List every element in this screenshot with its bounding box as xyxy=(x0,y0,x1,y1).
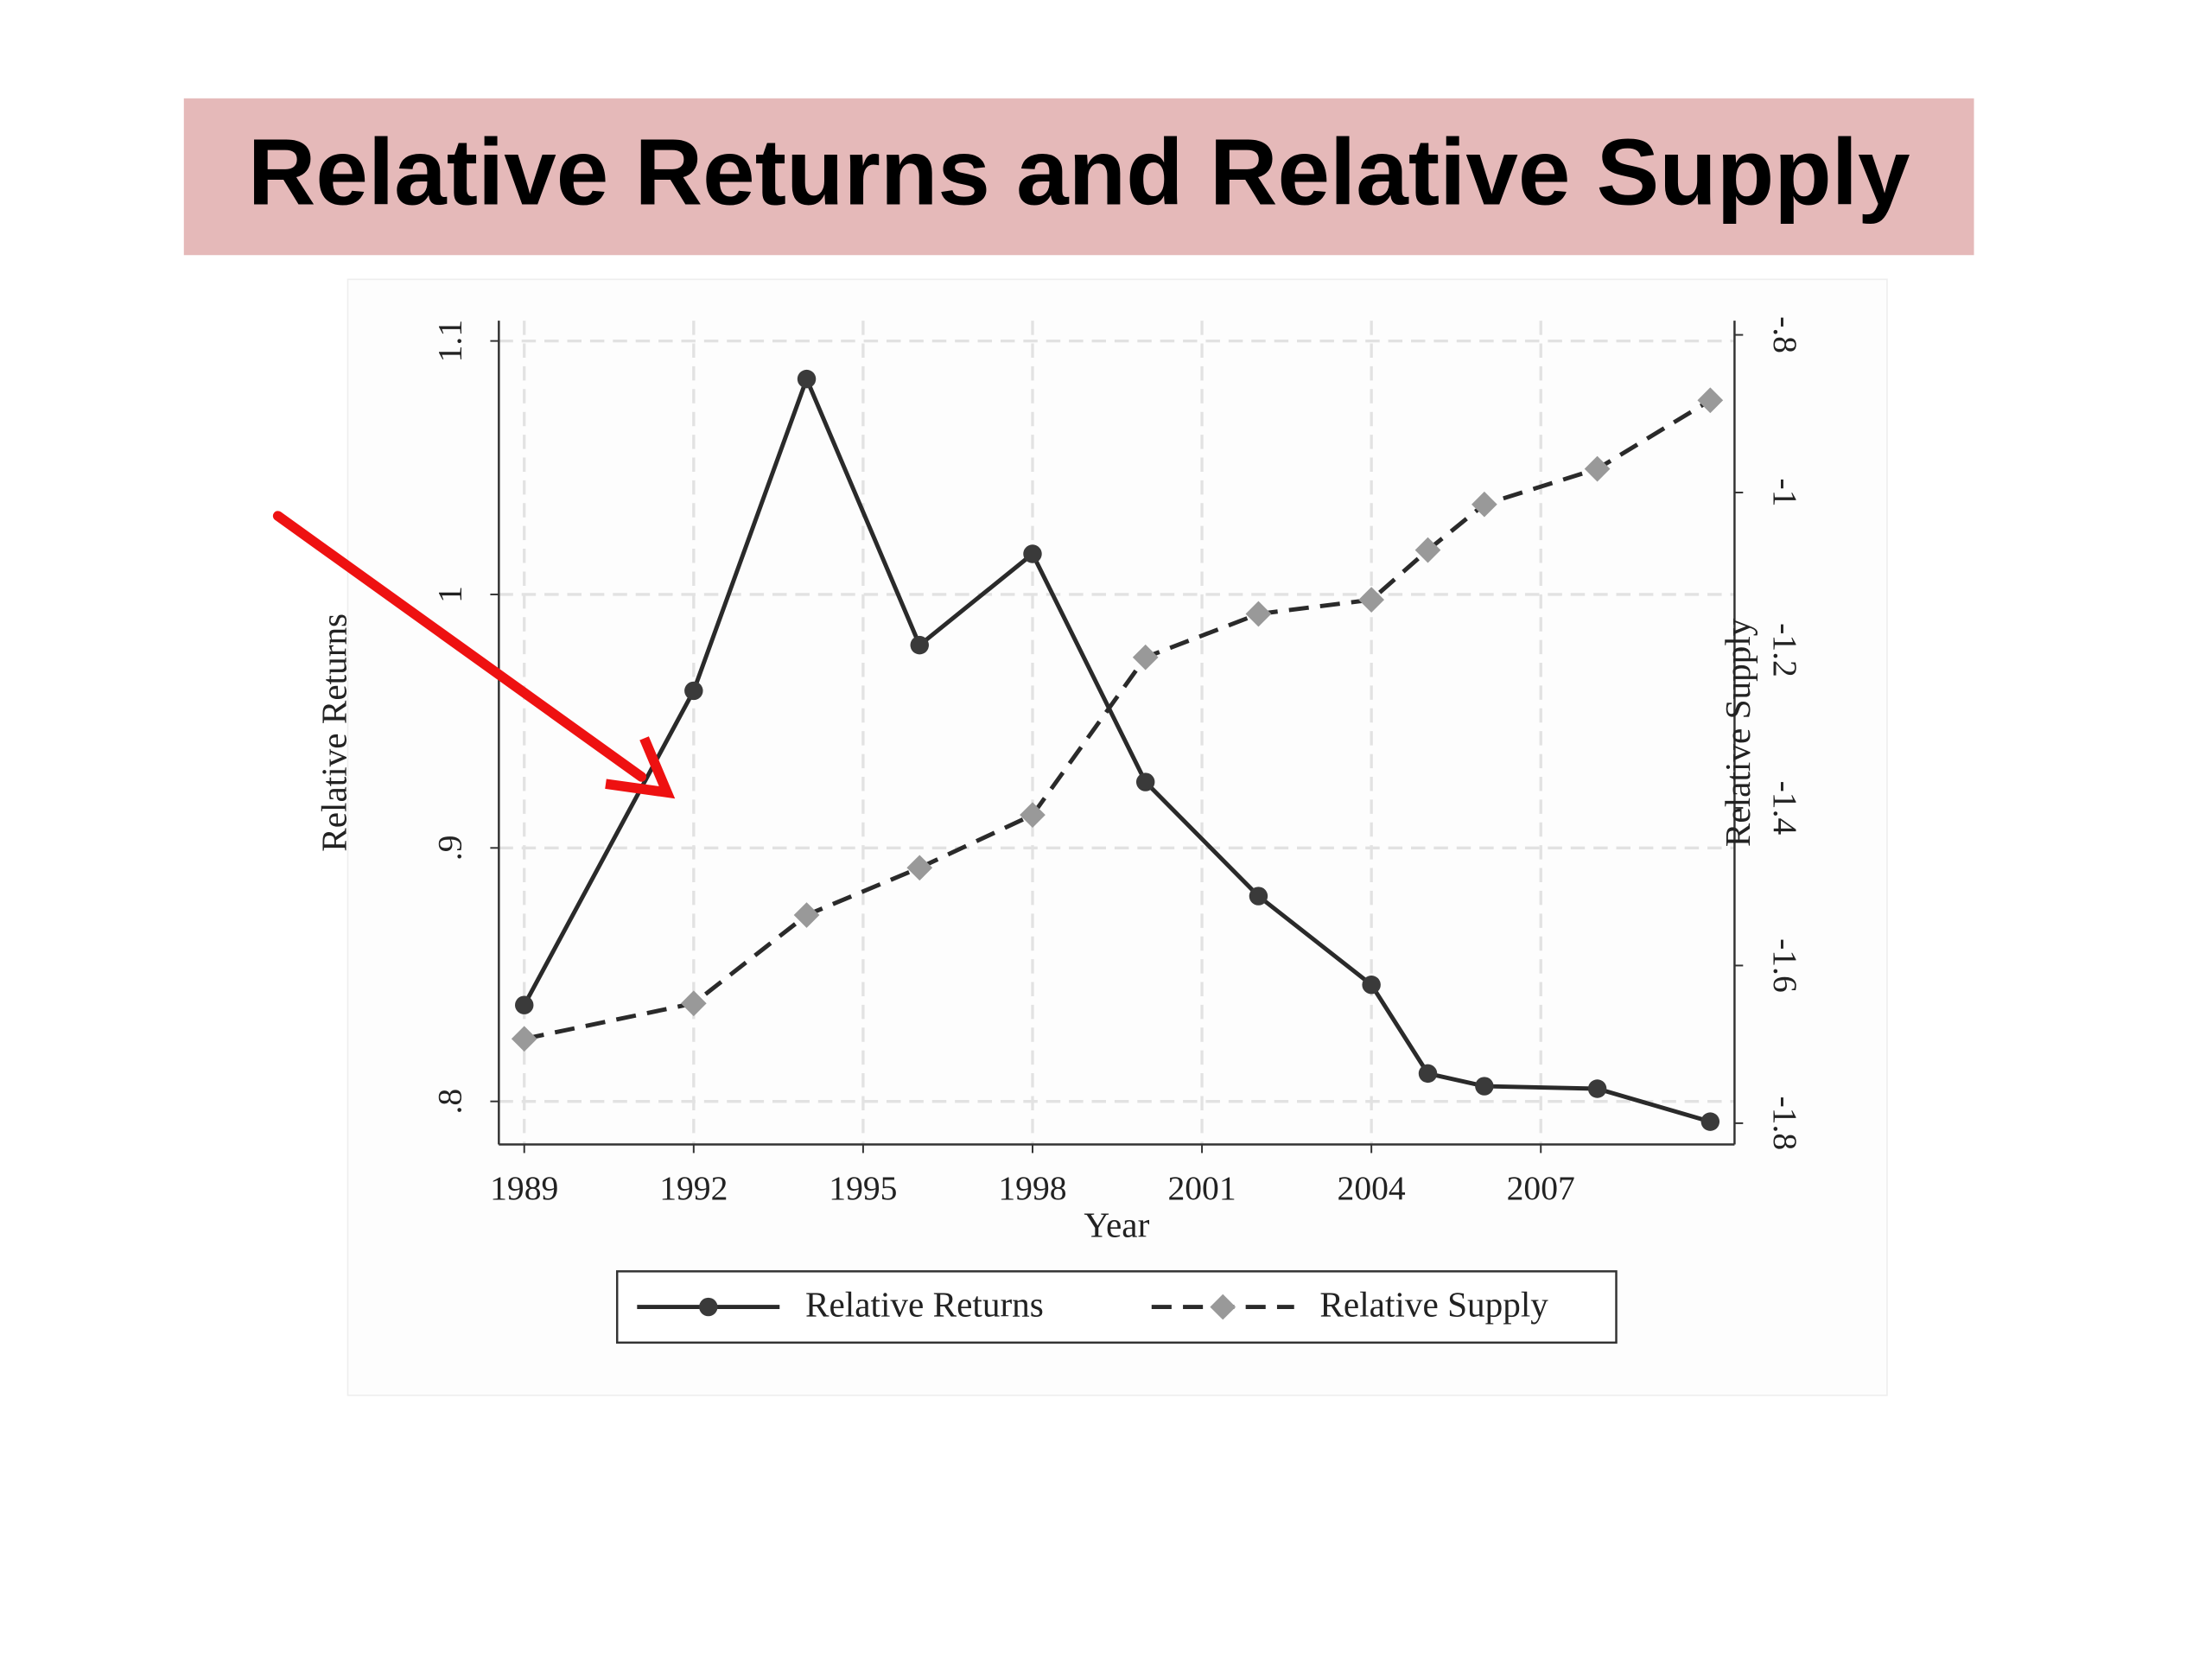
data-point xyxy=(906,855,933,881)
data-point xyxy=(1249,887,1268,906)
plot-area: 1989 1992 1995 1998 2001 2004 2007 .8 .9 1 1.1 -1.8… xyxy=(314,316,1804,1344)
data-point xyxy=(793,902,820,928)
data-point xyxy=(1362,976,1381,995)
y2-tick-label: -1.2 xyxy=(1766,623,1804,677)
arrow-head xyxy=(605,736,676,799)
legend-marker xyxy=(699,1297,718,1317)
x-tick-label: 1992 xyxy=(659,1169,728,1207)
data-point xyxy=(515,995,534,1014)
legend-box xyxy=(615,1270,1618,1344)
data-point xyxy=(684,681,703,701)
x-tick-label: 2001 xyxy=(1167,1169,1236,1207)
y2-tick-label: -1 xyxy=(1766,479,1804,507)
chart-title: Relative Returns and Relative Supply xyxy=(248,120,1910,226)
data-point xyxy=(1700,1112,1720,1131)
x-tick-label: 1998 xyxy=(998,1169,1066,1207)
annotation-arrow xyxy=(272,511,676,799)
x-tick-label: 2004 xyxy=(1338,1169,1406,1207)
chart-panel xyxy=(346,278,1888,1396)
x-tick-label: 1995 xyxy=(829,1169,897,1207)
series-line xyxy=(522,372,1712,1124)
y2-tick-label: -1.4 xyxy=(1766,781,1804,836)
y-axis-label: Relative Returns xyxy=(314,613,353,852)
legend-marker xyxy=(1210,1294,1236,1320)
series-line xyxy=(524,398,1712,1041)
data-point xyxy=(1023,544,1042,563)
y-tick-label: 1 xyxy=(431,586,469,603)
x-tick-label: 2007 xyxy=(1507,1169,1575,1207)
data-point xyxy=(1697,387,1724,414)
y2-tick-label: -.8 xyxy=(1766,316,1804,353)
y-tick-label: 1.1 xyxy=(431,320,469,362)
y2-tick-label: -1.6 xyxy=(1766,938,1804,993)
data-point xyxy=(1418,1064,1438,1084)
data-point xyxy=(1135,772,1155,791)
y-tick-label: .8 xyxy=(431,1089,469,1115)
data-point xyxy=(910,635,929,655)
x-tick-label: 1989 xyxy=(490,1169,558,1207)
x-axis-label: Year xyxy=(1084,1205,1149,1244)
data-point xyxy=(1132,644,1159,671)
legend-label: Relative Supply xyxy=(1319,1285,1548,1325)
data-point xyxy=(1245,601,1272,627)
legend-label: Relative Returns xyxy=(805,1285,1044,1325)
data-point xyxy=(1020,802,1046,829)
data-point xyxy=(1358,587,1384,613)
y2-axis-label: Relative Supply xyxy=(1718,618,1758,847)
y-tick-label: .9 xyxy=(431,835,469,861)
data-point xyxy=(1475,1077,1494,1096)
data-point xyxy=(1587,1079,1607,1098)
y2-tick-label: -1.8 xyxy=(1766,1096,1804,1151)
title-banner xyxy=(183,98,1974,256)
data-point xyxy=(797,369,817,389)
arrow-shaft xyxy=(272,511,647,782)
